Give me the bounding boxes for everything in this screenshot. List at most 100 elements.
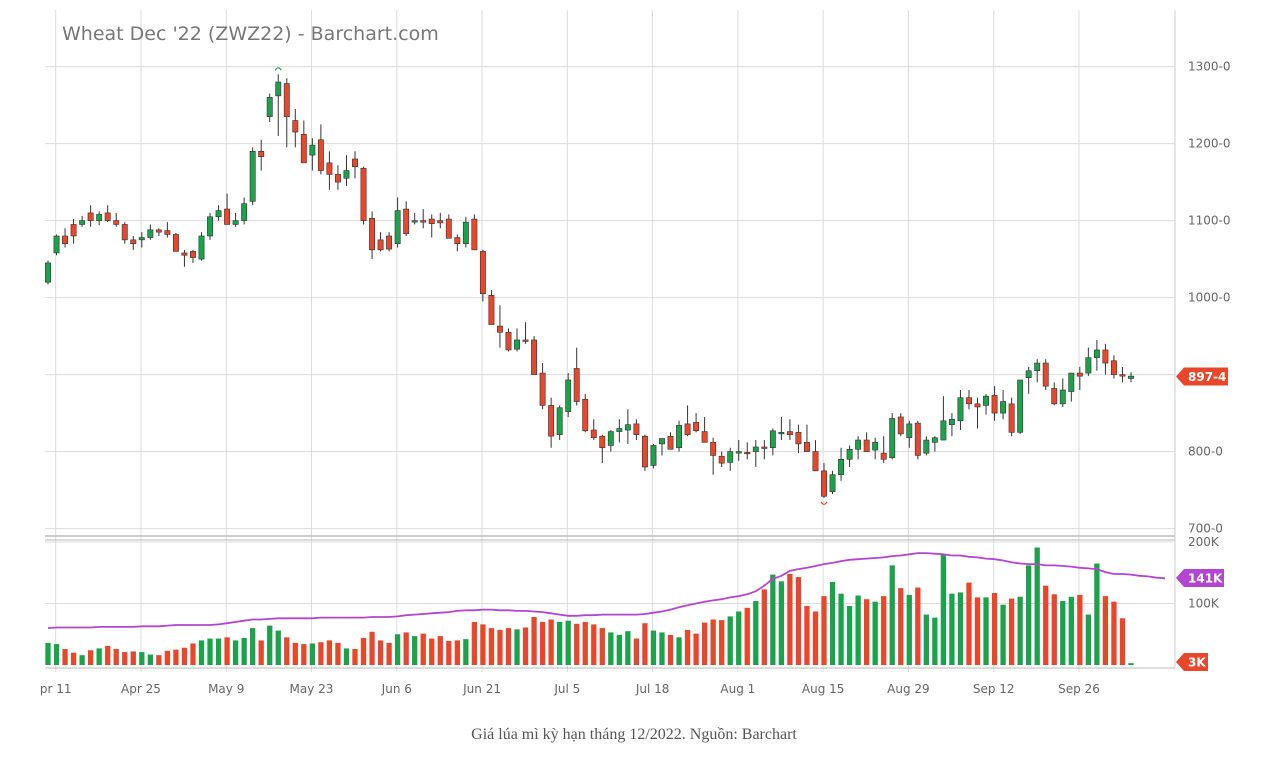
candle-up[interactable] xyxy=(624,424,631,431)
volume-bar-down[interactable] xyxy=(701,622,708,665)
candle-down[interactable] xyxy=(505,331,512,351)
candle-down[interactable] xyxy=(795,432,802,445)
volume-bar-down[interactable] xyxy=(87,650,94,665)
volume-bar-down[interactable] xyxy=(164,650,171,665)
volume-bar-up[interactable] xyxy=(412,636,418,665)
candle-up[interactable] xyxy=(752,446,759,452)
volume-bar-up[interactable] xyxy=(770,574,776,665)
candle-down[interactable] xyxy=(70,224,77,237)
candle-down[interactable] xyxy=(420,220,427,223)
volume-bar-down[interactable] xyxy=(156,655,162,665)
volume-bar-up[interactable] xyxy=(1085,614,1092,665)
volume-bar-up[interactable] xyxy=(1128,663,1134,665)
candle-down[interactable] xyxy=(701,431,708,443)
candle-down[interactable] xyxy=(497,325,503,333)
candle-up[interactable] xyxy=(948,418,955,425)
candle-down[interactable] xyxy=(454,237,461,244)
candle-up[interactable] xyxy=(889,418,896,459)
candle-down[interactable] xyxy=(1102,349,1109,364)
volume-bar-up[interactable] xyxy=(45,642,51,665)
volume-bar-up[interactable] xyxy=(1034,547,1040,665)
volume-bar-down[interactable] xyxy=(548,619,554,665)
candle-up[interactable] xyxy=(215,210,222,218)
volume-bar-down[interactable] xyxy=(377,640,384,665)
candle-down[interactable] xyxy=(300,134,307,164)
volume-bar-down[interactable] xyxy=(122,652,128,665)
candle-up[interactable] xyxy=(394,210,401,244)
candle-down[interactable] xyxy=(181,252,188,256)
candle-down[interactable] xyxy=(258,151,265,157)
candle-down[interactable] xyxy=(317,139,324,171)
candle-up[interactable] xyxy=(556,407,563,435)
candle-up[interactable] xyxy=(96,214,103,221)
candle-down[interactable] xyxy=(582,398,589,432)
candle-down[interactable] xyxy=(1119,374,1126,377)
candle-down[interactable] xyxy=(966,397,972,405)
volume-bar-down[interactable] xyxy=(488,628,495,665)
volume-bar-up[interactable] xyxy=(983,597,989,665)
volume-bar-up[interactable] xyxy=(79,655,85,665)
volume-bar-down[interactable] xyxy=(864,599,870,665)
volume-bar-down[interactable] xyxy=(1102,596,1109,665)
volume-bar-down[interactable] xyxy=(284,637,290,665)
volume-bar-up[interactable] xyxy=(608,632,614,665)
volume-bar-down[interactable] xyxy=(693,633,699,665)
volume-bar-down[interactable] xyxy=(710,619,716,665)
volume-bar-down[interactable] xyxy=(360,637,367,665)
candle-up[interactable] xyxy=(931,437,938,443)
volume-bar-down[interactable] xyxy=(881,596,887,665)
candle-up[interactable] xyxy=(659,438,665,445)
volume-bar-down[interactable] xyxy=(898,588,904,665)
candle-down[interactable] xyxy=(786,431,793,435)
volume-bar-down[interactable] xyxy=(471,621,478,665)
volume-bar-up[interactable] xyxy=(198,640,205,665)
volume-bar-up[interactable] xyxy=(616,634,622,665)
candle-down[interactable] xyxy=(428,218,435,224)
candle-up[interactable] xyxy=(1034,362,1041,372)
candle-down[interactable] xyxy=(1051,388,1058,405)
candle-down[interactable] xyxy=(974,403,981,408)
candle-down[interactable] xyxy=(488,294,495,325)
candle-up[interactable] xyxy=(147,229,154,238)
volume-bar-up[interactable] xyxy=(1026,565,1032,665)
candle-up[interactable] xyxy=(855,439,862,450)
volume-bar-up[interactable] xyxy=(846,605,853,665)
candle-down[interactable] xyxy=(292,120,299,133)
volume-bar-up[interactable] xyxy=(514,629,520,665)
candle-down[interactable] xyxy=(471,218,478,251)
candle-down[interactable] xyxy=(539,372,546,406)
volume-bar-down[interactable] xyxy=(301,644,307,665)
volume-bar-up[interactable] xyxy=(1000,604,1006,665)
candle-down[interactable] xyxy=(104,212,111,221)
volume-bar-up[interactable] xyxy=(96,648,102,665)
candle-up[interactable] xyxy=(45,262,51,283)
volume-bar-up[interactable] xyxy=(889,565,895,665)
volume-bar-up[interactable] xyxy=(565,620,571,665)
volume-bar-down[interactable] xyxy=(804,605,810,665)
candle-down[interactable] xyxy=(633,423,640,435)
candle-up[interactable] xyxy=(650,445,657,466)
candle-up[interactable] xyxy=(727,451,734,463)
candle-down[interactable] xyxy=(377,239,384,251)
volume-bar-down[interactable] xyxy=(642,623,648,665)
volume-bar-down[interactable] xyxy=(531,617,537,665)
candle-down[interactable] xyxy=(62,235,68,244)
volume-bar-down[interactable] xyxy=(574,623,580,665)
candle-up[interactable] xyxy=(1128,375,1134,379)
candle-up[interactable] xyxy=(616,428,623,432)
volume-bar-down[interactable] xyxy=(70,652,77,665)
candle-down[interactable] xyxy=(1076,372,1083,377)
volume-bar-down[interactable] xyxy=(539,621,546,665)
volume-bar-up[interactable] xyxy=(949,593,955,665)
candle-up[interactable] xyxy=(1025,370,1032,378)
volume-bar-up[interactable] xyxy=(736,611,742,665)
volume-bar-down[interactable] xyxy=(292,642,298,665)
candle-down[interactable] xyxy=(821,470,827,497)
volume-bar-down[interactable] xyxy=(437,636,443,665)
candle-up[interactable] xyxy=(198,235,205,260)
volume-bar-up[interactable] xyxy=(250,628,256,665)
volume-bar-down[interactable] xyxy=(1051,594,1057,665)
volume-bar-up[interactable] xyxy=(778,581,785,665)
price-chart[interactable]: 700-0800-0900-01000-01100-01200-01300-02… xyxy=(0,0,1268,710)
candle-down[interactable] xyxy=(224,208,231,225)
